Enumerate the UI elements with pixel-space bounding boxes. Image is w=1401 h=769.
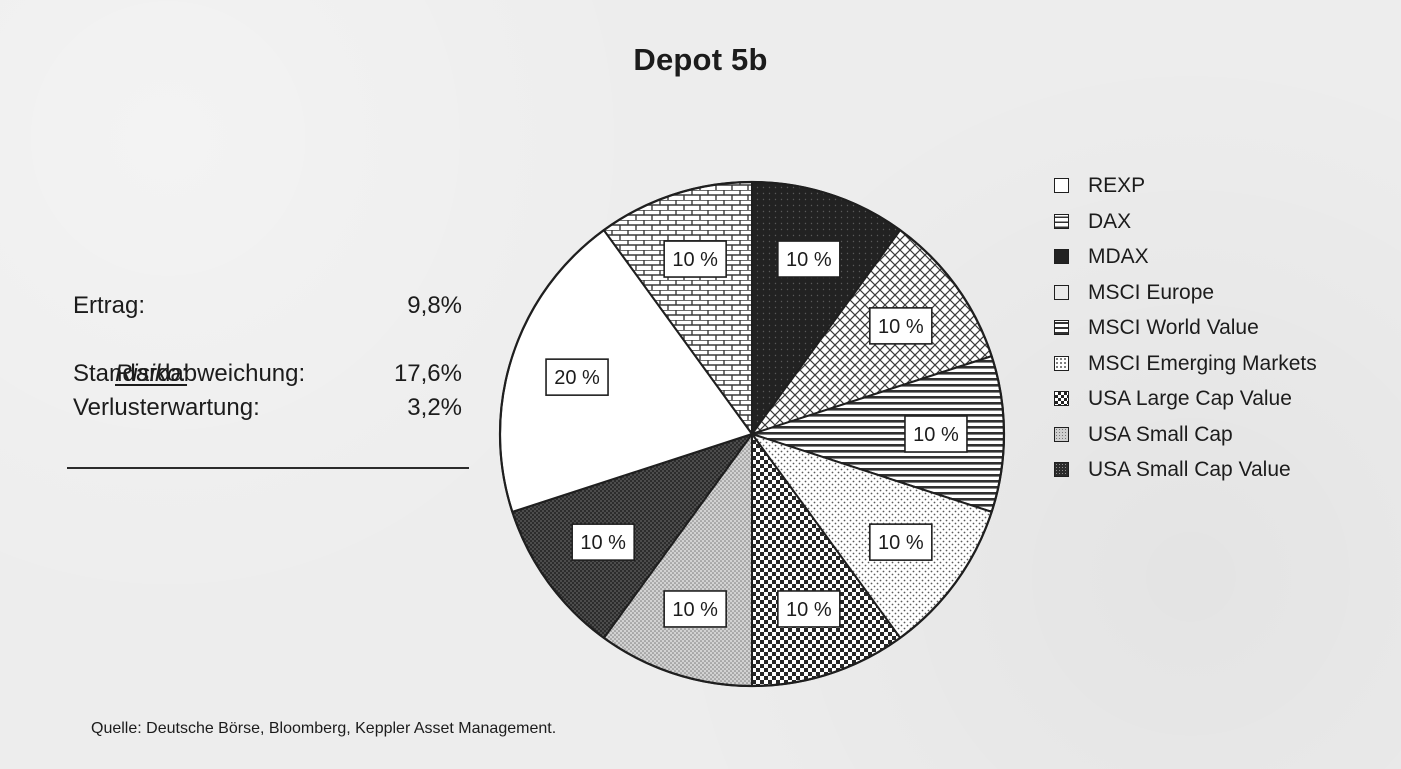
data-label-box (571, 523, 635, 561)
verlust-row: Verlusterwartung: 3,2% (73, 396, 466, 430)
data-label-text: 10 % (878, 532, 924, 554)
data-label-text: 10 % (672, 599, 718, 621)
legend-swatch (1054, 355, 1069, 371)
data-label-msci-emerging-markets: 10 % (869, 523, 933, 561)
legend-label: MSCI Emerging Markets (1088, 351, 1317, 375)
ertrag-row: Ertrag: 9,8% (73, 294, 466, 328)
legend-item-dax: DAX (1054, 210, 1384, 246)
chart-title: Depot 5b (633, 42, 768, 77)
data-label-msci-world-value: 10 % (904, 415, 968, 453)
risk-heading: Risiko: (115, 360, 188, 387)
legend-label: USA Small Cap Value (1088, 458, 1291, 481)
verlust-label: Verlusterwartung: (73, 394, 260, 421)
data-label-mdax: 10 % (777, 240, 841, 278)
std-value: 17,6% (393, 360, 462, 387)
pie-slices (498, 180, 1006, 688)
legend-item-msci-world-value: MSCI World Value (1054, 316, 1384, 352)
legend-label: MDAX (1088, 245, 1149, 268)
legend-item-mdax: MDAX (1054, 245, 1384, 281)
legend-item-usa-large-cap-value: USA Large Cap Value (1054, 387, 1384, 423)
legend-item-msci-emerging-markets: MSCI Emerging Markets (1054, 352, 1384, 388)
std-row: Standardabweichung: 17,6% (73, 362, 466, 396)
risk-heading-row: Risiko: (73, 328, 466, 386)
data-label-box (663, 590, 727, 628)
data-label-text: 10 % (913, 424, 959, 446)
legend-swatch (1054, 178, 1069, 193)
data-label-box (663, 240, 727, 278)
stats-divider (67, 467, 469, 469)
data-label-msci-europe: 10 % (869, 307, 933, 345)
legend-swatch (1054, 249, 1069, 264)
legend-item-usa-small-cap-value: USA Small Cap Value (1054, 458, 1384, 494)
legend-item-rexp: REXP (1054, 174, 1384, 210)
legend-item-msci-europe: MSCI Europe (1054, 281, 1384, 317)
legend-swatch (1054, 462, 1069, 477)
data-label-dax: 10 % (663, 240, 727, 278)
data-label-text: 20 % (554, 367, 600, 389)
data-label-box (545, 358, 609, 396)
legend-swatch (1054, 426, 1069, 442)
legend-swatch (1054, 213, 1069, 229)
source-note: Quelle: Deutsche Börse, Bloomberg, Keppl… (91, 720, 557, 737)
data-label-usa-small-cap-value: 10 % (571, 523, 635, 561)
legend: REXP DAX MDAX MSCI Europe MSCI World Value MS… (1054, 174, 1384, 494)
legend-swatch (1054, 391, 1069, 406)
legend-label: MSCI World Value (1088, 316, 1259, 339)
data-label-text: 10 % (580, 532, 626, 554)
legend-label: MSCI Europe (1088, 280, 1215, 304)
legend-label: REXP (1088, 174, 1146, 197)
pie-data-labels: 10 % 10 % 10 % 10 % 10 % 10 % 10 % 20 % 10 % (545, 240, 968, 628)
data-label-text: 10 % (786, 599, 832, 621)
data-label-box (777, 590, 841, 628)
legend-label: DAX (1088, 209, 1132, 233)
data-label-usa-large-cap-value: 10 % (777, 590, 841, 628)
ertrag-value: 9,8% (407, 292, 462, 319)
data-label-box (777, 240, 841, 278)
pie-outline (498, 180, 1006, 688)
legend-label: USA Large Cap Value (1088, 387, 1292, 410)
data-label-box (869, 523, 933, 561)
data-label-box (904, 415, 968, 453)
stats-block: Ertrag: 9,8% Risiko: Standardabweichung:… (73, 294, 466, 430)
legend-swatch (1054, 320, 1069, 335)
data-label-text: 10 % (786, 249, 832, 271)
data-label-box (869, 307, 933, 345)
data-label-text: 10 % (672, 249, 718, 271)
std-label: Standardabweichung: (73, 360, 306, 387)
ertrag-label: Ertrag: (73, 292, 146, 319)
legend-swatch (1054, 284, 1069, 300)
data-label-usa-small-cap: 10 % (663, 590, 727, 628)
legend-label: USA Small Cap (1088, 422, 1233, 446)
legend-item-usa-small-cap: USA Small Cap (1054, 423, 1384, 459)
verlust-value: 3,2% (407, 394, 462, 421)
data-label-text: 10 % (878, 316, 924, 338)
data-label-rexp: 20 % (545, 358, 609, 396)
